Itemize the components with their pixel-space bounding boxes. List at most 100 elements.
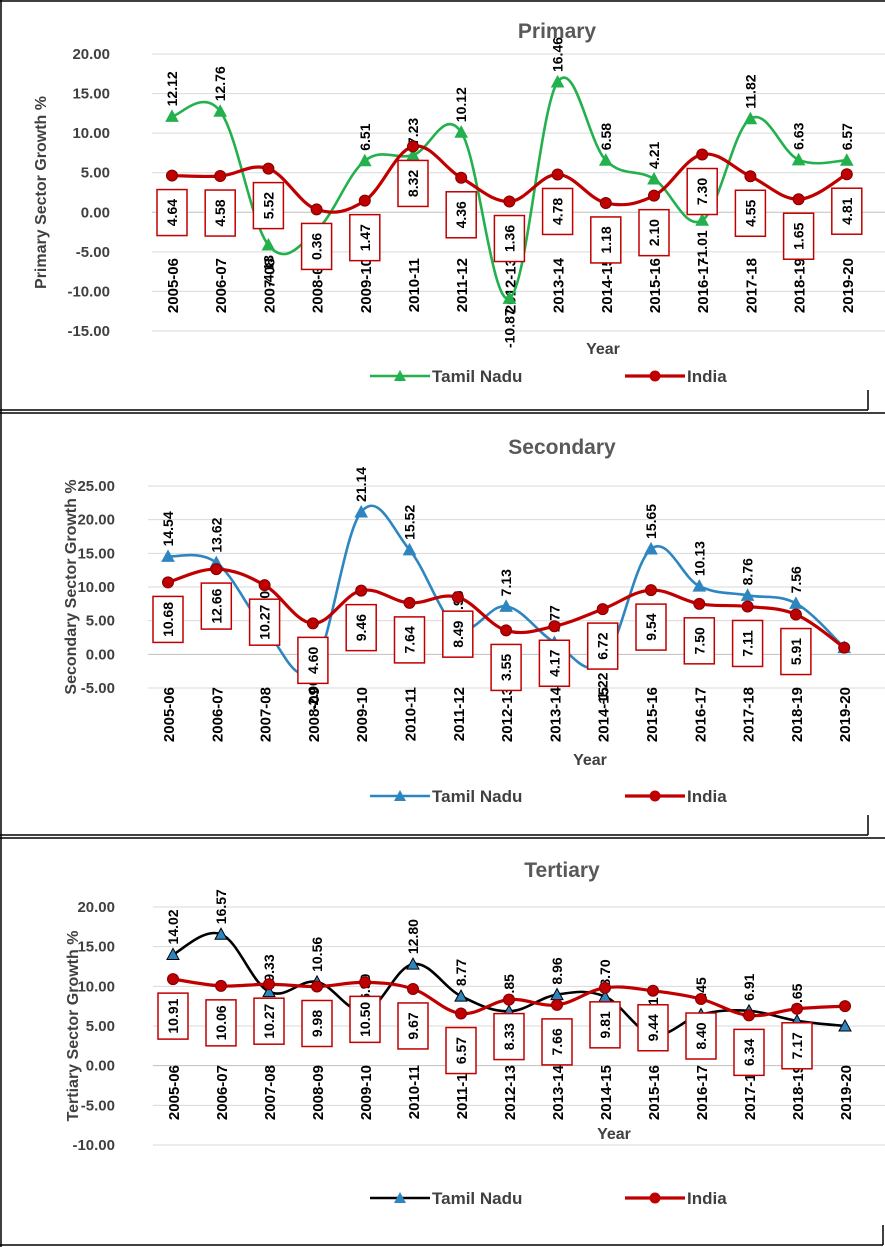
- data-point-tamil-nadu: [454, 989, 468, 1002]
- x-tick-label: 2009-10: [358, 258, 375, 313]
- x-tick-label: 2011-12: [451, 687, 468, 741]
- data-point-india: [503, 993, 515, 1006]
- data-label-box-india: [397, 1002, 429, 1050]
- data-label-tamil-nadu: 6.91: [741, 973, 757, 1000]
- x-tick-label: 2009-10: [354, 687, 371, 742]
- data-label-box-india: [345, 603, 377, 652]
- x-tick-label: 2018-19: [792, 258, 809, 313]
- legend-marker-india: [649, 1192, 661, 1204]
- data-label-india: 6.57: [453, 1037, 469, 1064]
- x-tick-label: 2012-13: [499, 687, 516, 742]
- x-tick-label: 2019-20: [838, 1065, 855, 1120]
- data-point-india: [355, 584, 368, 597]
- data-label-tamil-nadu: 6.57: [839, 123, 855, 150]
- data-point-india: [166, 169, 178, 182]
- data-label-tamil-nadu: 16.46: [550, 37, 566, 72]
- data-label-tamil-nadu: 10.12: [453, 87, 469, 122]
- data-label-box-india: [200, 582, 233, 630]
- data-label-tamil-nadu: 7.23: [405, 118, 421, 145]
- data-label-india: 4.60: [305, 647, 321, 674]
- data-label-box-india: [253, 997, 285, 1045]
- data-label-india: 9.44: [645, 1014, 661, 1041]
- x-tick-label: 2015-16: [646, 1065, 663, 1120]
- x-tick-label: 2019-20: [837, 687, 854, 742]
- y-tick-label: 15.00: [77, 545, 115, 562]
- data-point-tamil-nadu: [743, 111, 758, 125]
- data-label-india: 1.47: [357, 224, 373, 251]
- data-label-india: 10.50: [357, 1002, 373, 1037]
- data-label-tamil-nadu: 14.54: [160, 511, 176, 546]
- x-tick-label: 2007-08: [261, 258, 278, 313]
- data-point-tamil-nadu: [695, 213, 710, 226]
- data-label-tamil-nadu: 12.12: [164, 71, 180, 106]
- x-tick-label: 2013-14: [547, 686, 564, 742]
- x-tick-label: 2008-09: [306, 687, 323, 742]
- data-label-tamil-nadu: 6.63: [791, 122, 807, 149]
- data-point-tamil-nadu: [550, 74, 565, 88]
- data-point-india: [310, 203, 323, 216]
- x-tick-label: 2016-17: [692, 687, 709, 742]
- data-point-india: [215, 979, 227, 992]
- data-label-india: 3.55: [498, 654, 514, 681]
- data-point-india: [789, 608, 802, 621]
- data-label-india: 7.66: [549, 1028, 565, 1055]
- data-label-india: 8.49: [450, 620, 466, 647]
- data-label-box-india: [393, 616, 426, 664]
- x-axis-title: Year: [573, 752, 607, 769]
- data-point-india: [451, 591, 464, 604]
- data-label-tamil-nadu: 10.56: [309, 937, 325, 972]
- data-point-india: [599, 196, 612, 209]
- secondary-chart-panel: Secondary 25.00 20.00 15.00 10.00 5.00 0.00 -5.…: [0, 412, 885, 837]
- data-label-india: 7.50: [691, 627, 707, 654]
- x-tick-label: 2008-09: [310, 1065, 327, 1120]
- data-label-box-india: [538, 639, 571, 688]
- data-label-box-india: [731, 619, 764, 668]
- data-point-india: [455, 171, 468, 184]
- data-label-box-india: [733, 1028, 765, 1077]
- chart-title: Tertiary: [524, 859, 600, 882]
- data-point-india: [645, 584, 657, 597]
- y-tick-label: 20.00: [72, 46, 110, 63]
- data-label-india: 9.98: [309, 1010, 325, 1037]
- data-label-india: 4.17: [546, 649, 562, 676]
- data-label-box-india: [589, 1001, 621, 1049]
- y-tick-label: -5.00: [81, 1097, 115, 1114]
- data-label-tamil-nadu: 12.80: [405, 919, 421, 954]
- data-point-india: [306, 617, 319, 630]
- data-label-box-india: [445, 1026, 477, 1075]
- legend-marker-india: [649, 370, 661, 382]
- x-tick-label: 2005-06: [161, 687, 178, 742]
- tertiary-chart: Tertiary 20.00 15.00 10.00 5.00 0.00 -5.00 -10.…: [0, 837, 885, 1247]
- data-label-india: 4.55: [742, 199, 758, 226]
- data-point-india: [167, 973, 179, 986]
- data-point-tamil-nadu: [647, 171, 661, 185]
- data-label-india: 1.65: [791, 222, 807, 249]
- data-label-india: 10.91: [165, 998, 181, 1033]
- x-tick-label: 2008-09: [310, 258, 327, 313]
- data-point-india: [839, 1000, 851, 1013]
- x-tick-label: 2016-17: [694, 1065, 711, 1120]
- y-tick-label: 0.00: [86, 1058, 115, 1075]
- data-point-india: [503, 195, 516, 208]
- data-label-box-india: [204, 189, 236, 237]
- y-tick-label: -5.00: [76, 244, 110, 261]
- y-tick-label: 5.00: [81, 165, 110, 182]
- data-label-tamil-nadu: -10.87: [501, 308, 517, 348]
- data-point-tamil-nadu: [261, 237, 276, 251]
- data-label-india: 10.27: [261, 1003, 277, 1038]
- data-point-india: [791, 1002, 803, 1015]
- x-tick-label: 2015-16: [644, 687, 661, 742]
- data-label-tamil-nadu: 5.65: [789, 983, 805, 1010]
- x-tick-label: 2013-14: [551, 257, 568, 313]
- data-point-tamil-nadu: [262, 984, 276, 998]
- x-tick-label: 2007-08: [262, 1065, 279, 1120]
- data-point-india: [162, 576, 174, 589]
- data-label-india: 4.58: [212, 199, 228, 226]
- data-point-tamil-nadu: [213, 104, 228, 117]
- data-label-india: 6.72: [595, 632, 611, 659]
- data-label-tamil-nadu: 7.13: [498, 569, 514, 596]
- data-label-box-india: [586, 622, 619, 670]
- data-label-box-india: [445, 191, 477, 239]
- data-point-tamil-nadu: [357, 153, 372, 167]
- data-label-tamil-nadu: -4.13: [260, 255, 276, 287]
